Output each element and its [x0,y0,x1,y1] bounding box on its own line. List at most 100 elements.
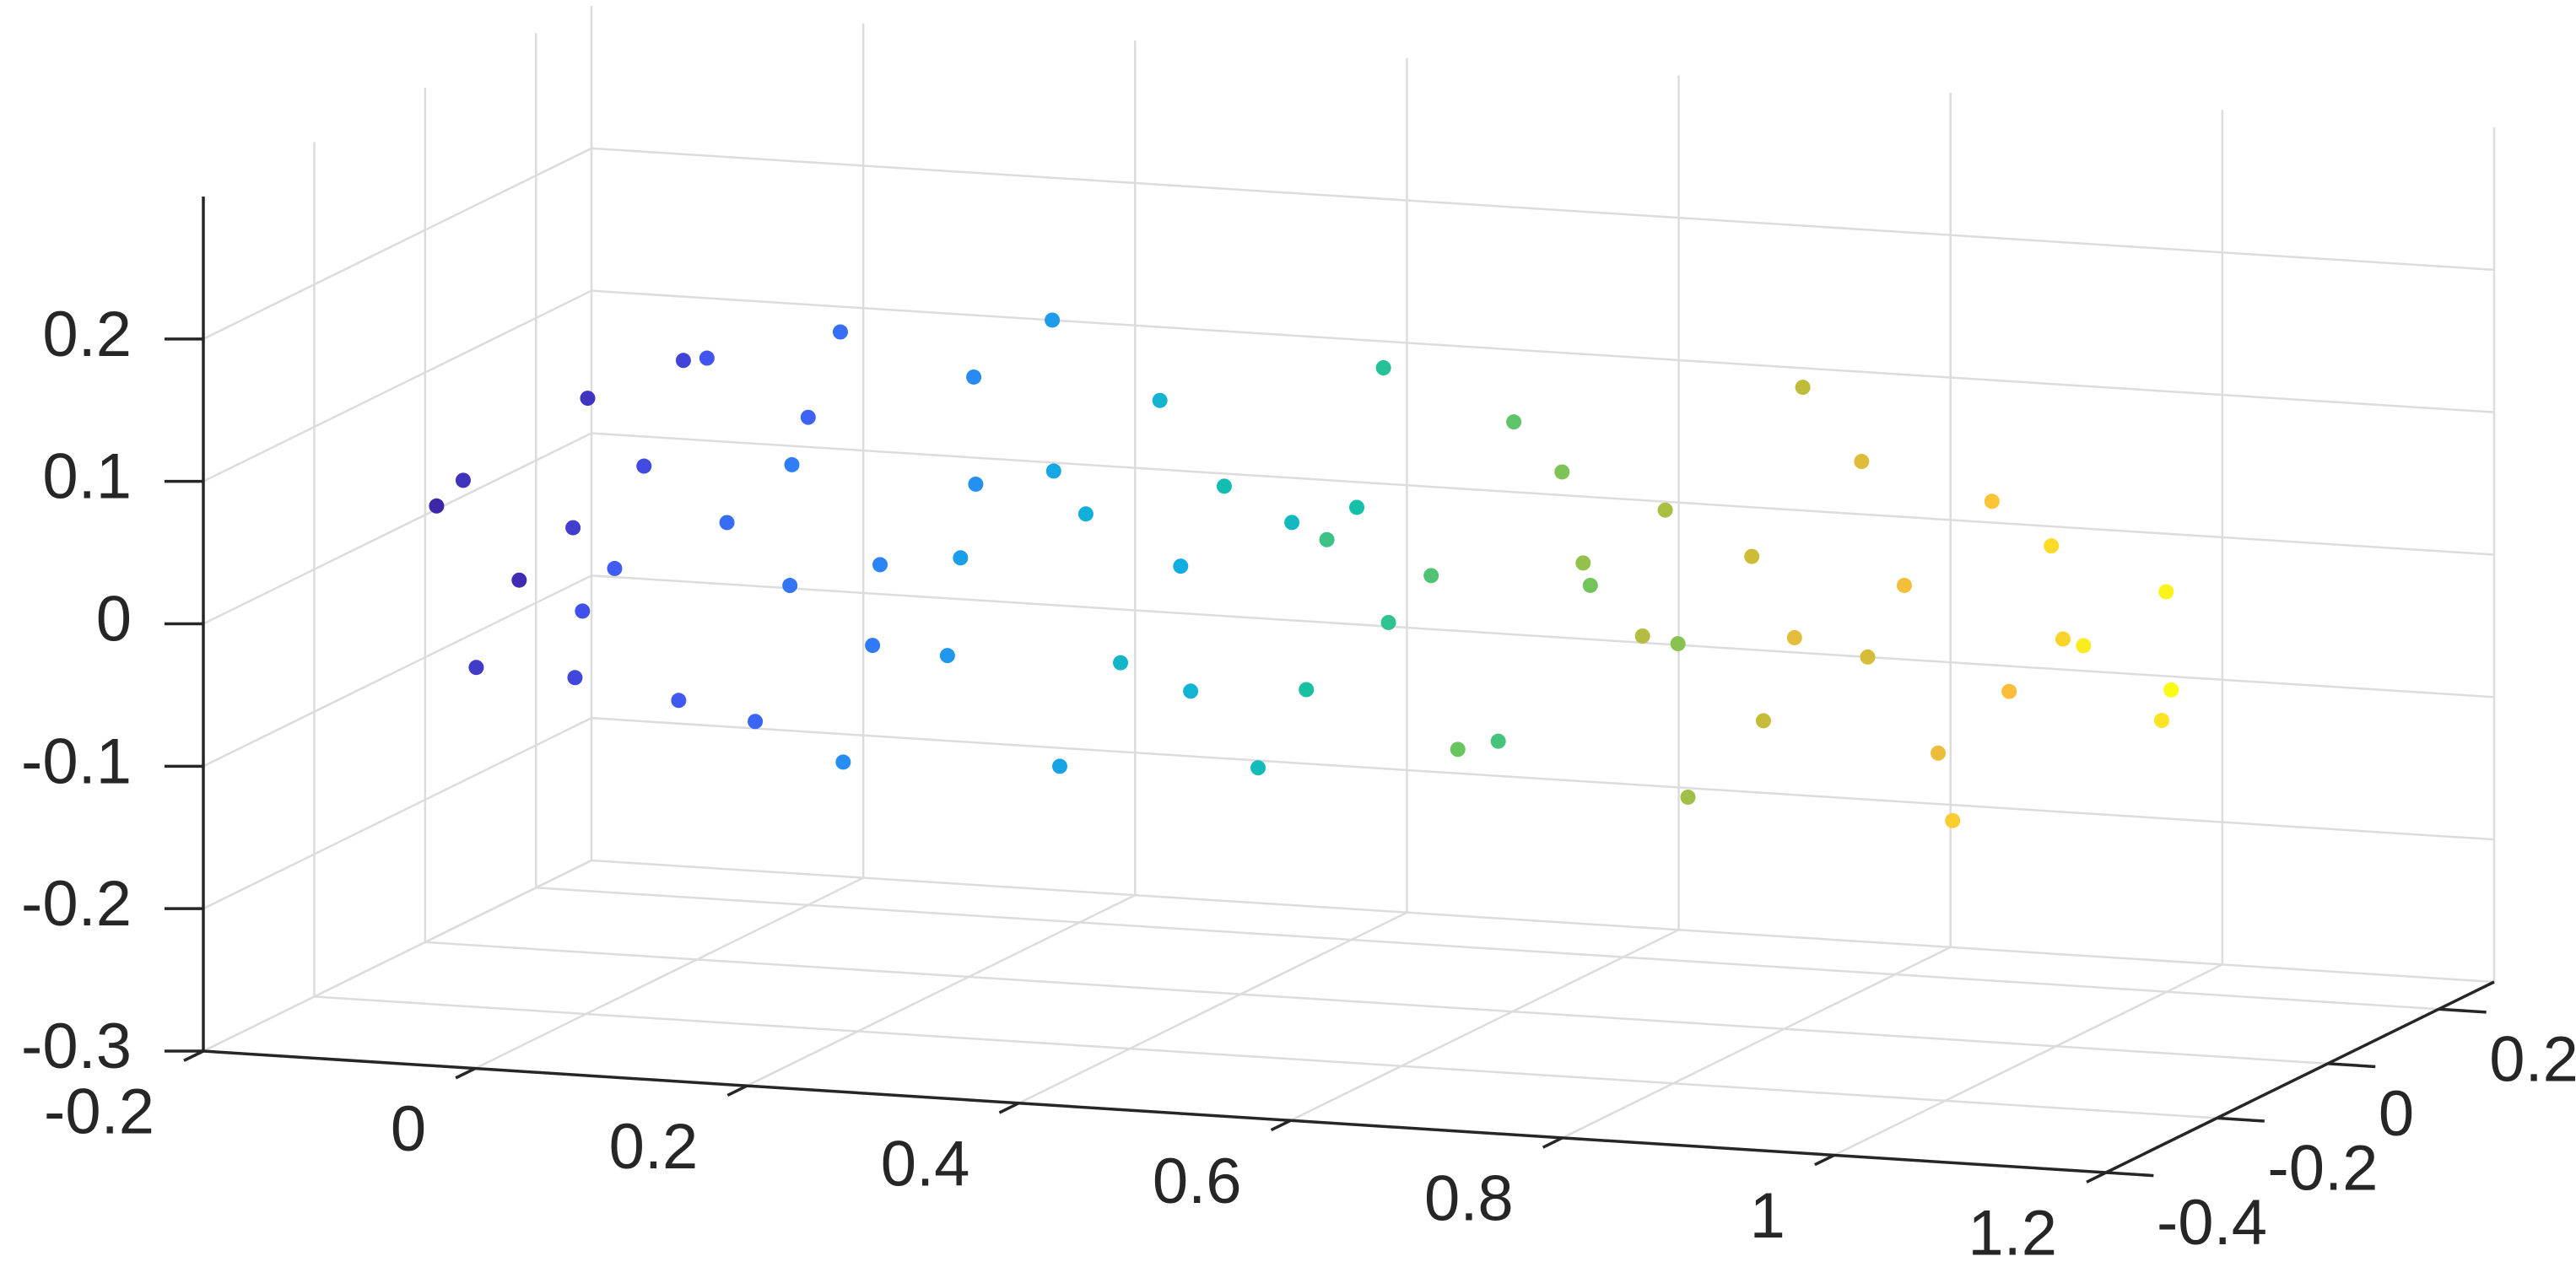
point [2001,683,2017,699]
x-tick [455,1067,476,1080]
x-tick-label: 0.4 [881,1128,970,1200]
point [468,660,484,676]
point [580,391,596,407]
point [966,369,982,385]
grid-line [203,859,592,1053]
point [1450,741,1466,758]
grid-line [1290,929,1680,1122]
x-tick-label: 0.2 [609,1111,699,1183]
point [607,560,623,576]
z-tick-label: -0.1 [21,725,132,797]
point [511,572,527,588]
point [1077,506,1094,522]
point [1299,682,1315,698]
point [699,350,715,366]
grid-line [591,432,2495,556]
grid-line [591,147,2495,272]
point [1554,464,1570,480]
grid-line [1833,963,2223,1157]
x-tick [998,1102,1020,1114]
point [939,648,955,664]
point [800,409,816,425]
point [565,520,581,536]
y-tick-label: 0 [2379,1078,2414,1150]
grid-line [203,147,592,340]
point [2044,538,2060,554]
grid-line [746,894,1136,1087]
point [1380,614,1396,630]
grid-line [1018,911,1407,1104]
point [1173,558,1189,574]
grid-line [591,859,2495,984]
point [1575,555,1591,571]
grid-line [314,995,2217,1119]
x-tick-label: 0.8 [1424,1163,1514,1235]
point [567,670,583,686]
grid-line [536,887,2439,1011]
point [1506,414,1522,430]
x-tick [1270,1119,1292,1132]
point [1183,683,1199,699]
point [1250,760,1266,776]
x-tick [1814,1153,1835,1167]
point [832,324,848,340]
point [1755,713,1771,729]
point [1795,380,1811,396]
point [1786,629,1802,645]
point [2158,584,2174,600]
x-tick-label: 1.2 [1968,1198,2057,1270]
grid-line [203,717,592,910]
point [1152,392,1168,408]
point [1113,655,1129,671]
grid-line [591,289,2495,413]
point [1670,636,1686,652]
point [1423,568,1439,584]
grid-line [591,574,2495,698]
point [636,458,652,474]
point [1680,790,1696,806]
point [1931,745,1947,761]
point [1582,577,1598,593]
point [872,557,888,573]
point [782,578,798,594]
y-tick [2217,1116,2265,1123]
point [1319,531,1335,547]
point [748,714,764,730]
point [784,456,800,472]
point [2055,631,2071,647]
x-axis [203,1049,2107,1174]
point [1284,515,1300,531]
grid-line [424,941,2328,1065]
point [429,498,445,514]
point [1860,649,1876,665]
y-tick-label: -0.2 [2267,1133,2378,1205]
point [1634,628,1650,644]
point [675,353,691,369]
point [1052,758,1067,774]
z-tick-label: 0 [96,584,132,655]
point [953,550,969,566]
y-tick-label: -0.4 [2157,1187,2267,1259]
point [865,638,881,654]
grid-line [203,289,592,483]
x-tick [726,1084,748,1097]
point [2163,682,2179,698]
y-tick [2438,1007,2487,1014]
point [968,476,984,492]
x-tick-label: 0 [391,1093,426,1165]
point [1216,478,1232,494]
x-tick-label: 0.6 [1153,1146,1242,1217]
y-tick-label: 0.2 [2489,1023,2576,1095]
grid-line [591,716,2495,841]
x-tick-label: 1 [1750,1180,1785,1252]
y-tick [2327,1062,2376,1069]
point [1896,577,1912,593]
point [575,603,591,619]
point [2076,638,2092,654]
point [835,754,851,770]
point [1744,548,1760,564]
x-tick-label: -0.2 [44,1076,154,1148]
grid-line [203,574,592,768]
z-tick-label: -0.2 [21,868,132,940]
